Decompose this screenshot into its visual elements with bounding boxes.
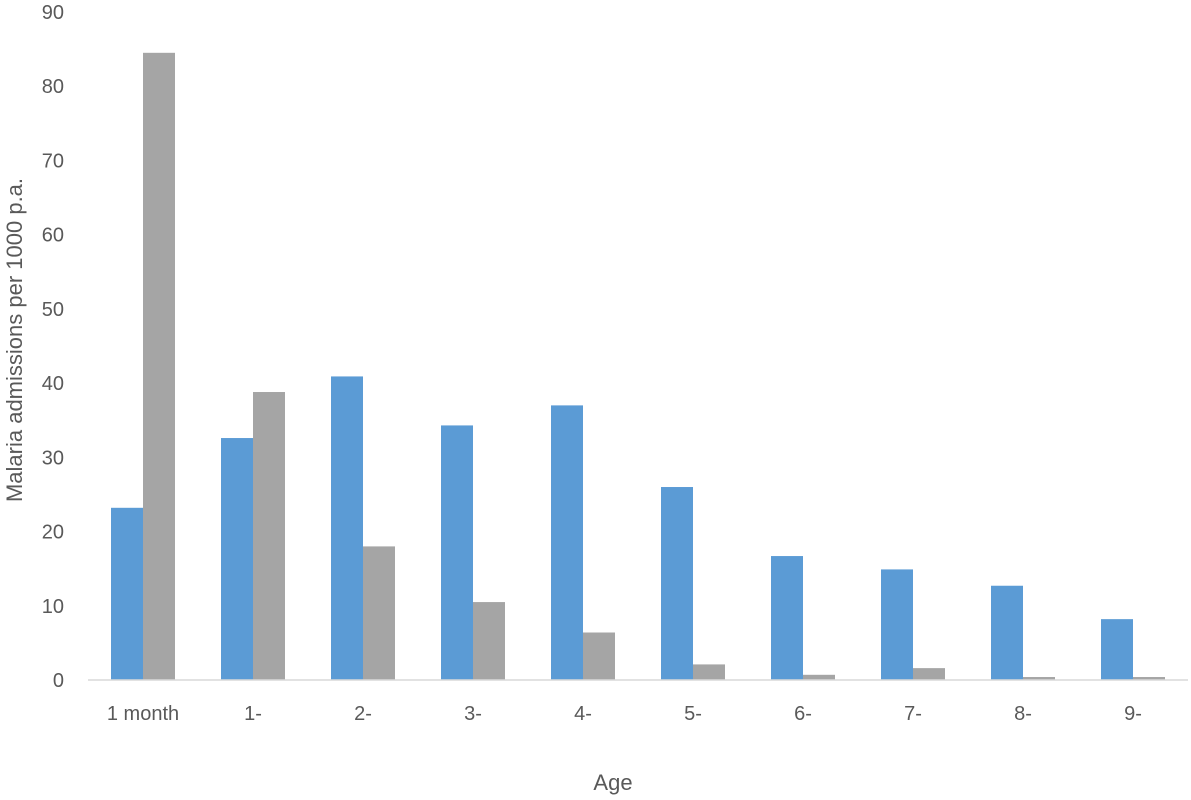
- tick-labels-layer: 0 10 20 30 40 50 60 70 80 90 1 month 1- 2- 3- 4- 5- 6- 7-…: [42, 2, 1142, 725]
- bar-series-2-7: [913, 668, 945, 680]
- x-tick-label-8: 8-: [1014, 703, 1032, 725]
- y-axis-title: Malaria admissions per 1000 p.a.: [2, 178, 27, 502]
- x-tick-label-7: 7-: [904, 703, 922, 725]
- bar-series-1-0: [111, 507, 143, 680]
- bar-series-2-1: [253, 392, 285, 680]
- bar-series-1-4: [551, 405, 583, 680]
- y-tick-label-50: 50: [42, 299, 64, 321]
- bar-series-2-2: [363, 546, 395, 680]
- y-tick-label-20: 20: [42, 522, 64, 544]
- bar-series-2-8: [1023, 677, 1055, 680]
- bar-series-1-2: [331, 376, 363, 680]
- bar-series-1-7: [881, 569, 913, 680]
- bar-series-2-6: [803, 674, 835, 680]
- bar-series-2-4: [583, 632, 615, 680]
- x-tick-label-0: 1 month: [107, 703, 179, 725]
- y-tick-label-70: 70: [42, 150, 64, 172]
- bar-series-1-1: [221, 438, 253, 680]
- bar-series-1-6: [771, 556, 803, 680]
- bar-series-2-9: [1133, 677, 1165, 680]
- y-tick-label-80: 80: [42, 76, 64, 98]
- x-tick-label-1: 1-: [244, 703, 262, 725]
- bar-series-1-9: [1101, 619, 1133, 680]
- x-tick-label-3: 3-: [464, 703, 482, 725]
- bar-series-1-3: [441, 425, 473, 680]
- bar-series-2-0: [143, 52, 175, 680]
- bar-series-1-5: [661, 487, 693, 680]
- x-tick-label-2: 2-: [354, 703, 372, 725]
- x-tick-label-4: 4-: [574, 703, 592, 725]
- y-tick-label-90: 90: [42, 2, 64, 24]
- y-tick-label-30: 30: [42, 447, 64, 469]
- x-tick-label-5: 5-: [684, 703, 702, 725]
- x-axis-title: Age: [593, 770, 632, 795]
- y-tick-label-10: 10: [42, 596, 64, 618]
- x-tick-label-9: 9-: [1124, 703, 1142, 725]
- y-tick-label-0: 0: [53, 670, 64, 692]
- y-tick-label-40: 40: [42, 373, 64, 395]
- bars-layer: [111, 52, 1165, 680]
- bar-series-2-3: [473, 602, 505, 680]
- bar-series-1-8: [991, 585, 1023, 680]
- bar-series-2-5: [693, 664, 725, 680]
- y-tick-label-60: 60: [42, 225, 64, 247]
- x-tick-label-6: 6-: [794, 703, 812, 725]
